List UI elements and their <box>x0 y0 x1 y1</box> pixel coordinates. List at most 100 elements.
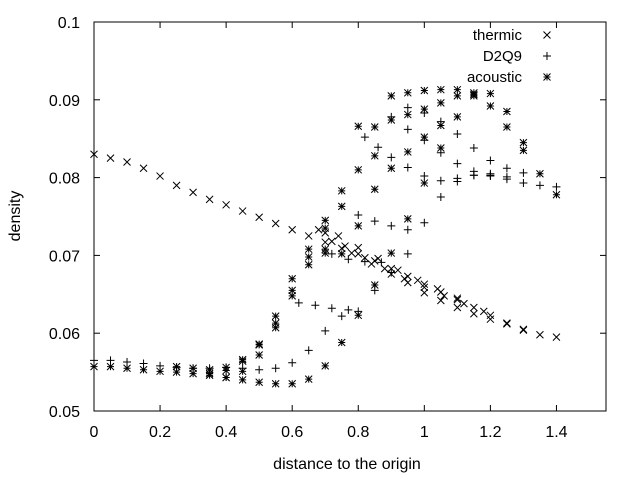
thermic-point <box>304 232 313 240</box>
D2Q9-point <box>552 182 561 191</box>
thermic-point <box>354 249 363 258</box>
y-tick-label: 0.1 <box>58 15 80 32</box>
thermic-point <box>288 225 297 234</box>
y-tick-label: 0.09 <box>49 93 80 110</box>
thermic-point <box>400 274 409 283</box>
thermic-point <box>222 200 230 209</box>
D2Q9-point <box>387 268 396 277</box>
thermic-point <box>420 283 429 292</box>
thermic-point <box>453 294 462 303</box>
acoustic-point <box>288 274 297 283</box>
x-axis-label: distance to the origin <box>273 456 421 473</box>
acoustic-point <box>189 364 197 373</box>
acoustic-point <box>255 340 264 348</box>
x-tick-label: 1 <box>420 424 429 441</box>
acoustic-point <box>436 99 445 107</box>
acoustic-series <box>90 85 561 388</box>
thermic-point <box>374 254 382 263</box>
thermic-point <box>552 333 561 341</box>
acoustic-point <box>205 365 214 374</box>
thermic-point <box>139 164 148 173</box>
D2Q9-point <box>327 249 336 258</box>
thermic-point <box>436 296 445 305</box>
acoustic-point <box>337 186 346 195</box>
acoustic-point <box>123 364 131 373</box>
D2Q9-point <box>535 181 544 190</box>
legend-label-acoustic: acoustic <box>467 69 523 86</box>
D2Q9-point <box>360 133 369 142</box>
acoustic-point <box>238 357 247 366</box>
thermic-point <box>321 238 330 247</box>
acoustic-point <box>321 362 330 370</box>
acoustic-point <box>370 281 379 289</box>
acoustic-point <box>288 286 297 295</box>
acoustic-point <box>470 90 478 99</box>
acoustic-point <box>486 102 495 110</box>
thermic-point <box>486 311 495 320</box>
x-tick-label: 1.4 <box>545 424 567 441</box>
acoustic-point <box>503 123 511 131</box>
acoustic-point <box>436 85 445 94</box>
thermic-point <box>503 319 511 327</box>
acoustic-point <box>354 311 363 320</box>
acoustic-point <box>271 319 280 327</box>
D2Q9-point <box>344 305 353 314</box>
acoustic-point <box>503 107 511 116</box>
x-tick-label: 1.2 <box>479 424 501 441</box>
D2Q9-point <box>502 172 511 181</box>
acoustic-point <box>403 214 412 223</box>
D2Q9-point <box>387 221 396 230</box>
acoustic-point <box>337 249 346 258</box>
x-tick-label: 0.8 <box>347 424 369 441</box>
acoustic-point <box>337 202 346 211</box>
y-axis-label: density <box>7 191 24 242</box>
acoustic-point <box>255 378 264 387</box>
acoustic-point <box>354 122 363 131</box>
thermic-point <box>334 232 343 240</box>
D2Q9-series <box>90 103 561 374</box>
acoustic-point <box>420 86 429 95</box>
legend-marker-acoustic <box>543 73 551 81</box>
acoustic-point <box>486 89 495 98</box>
acoustic-point <box>420 179 429 187</box>
thermic-point <box>470 303 478 312</box>
acoustic-point <box>519 146 528 155</box>
acoustic-point <box>552 190 561 199</box>
D2Q9-point <box>370 217 379 226</box>
D2Q9-point <box>420 218 429 227</box>
thermic-series <box>90 150 561 341</box>
D2Q9-point <box>106 356 115 365</box>
D2Q9-point <box>344 255 353 264</box>
D2Q9-point <box>311 301 320 310</box>
D2Q9-point <box>420 172 429 181</box>
D2Q9-point <box>387 153 396 162</box>
thermic-point <box>536 330 544 339</box>
acoustic-point <box>387 249 396 257</box>
thermic-point <box>394 266 402 275</box>
acoustic-point <box>238 376 247 384</box>
D2Q9-point <box>374 143 383 152</box>
D2Q9-point <box>403 103 412 112</box>
D2Q9-point <box>486 169 495 178</box>
acoustic-point <box>172 368 181 376</box>
D2Q9-point <box>403 225 412 234</box>
thermic-point <box>123 158 131 166</box>
thermic-point <box>460 299 468 308</box>
D2Q9-point <box>327 304 336 313</box>
acoustic-point <box>519 138 528 147</box>
D2Q9-point <box>453 174 462 183</box>
thermic-point <box>189 188 197 197</box>
acoustic-point <box>403 88 412 97</box>
D2Q9-point <box>403 163 412 172</box>
thermic-point <box>470 309 478 318</box>
acoustic-point <box>337 338 346 347</box>
thermic-point <box>238 207 247 215</box>
x-tick-label: 0.4 <box>215 424 237 441</box>
thermic-point <box>271 219 280 228</box>
thermic-point <box>433 285 442 293</box>
thermic-point <box>503 320 511 328</box>
D2Q9-point <box>139 359 148 368</box>
D2Q9-point <box>469 167 478 176</box>
